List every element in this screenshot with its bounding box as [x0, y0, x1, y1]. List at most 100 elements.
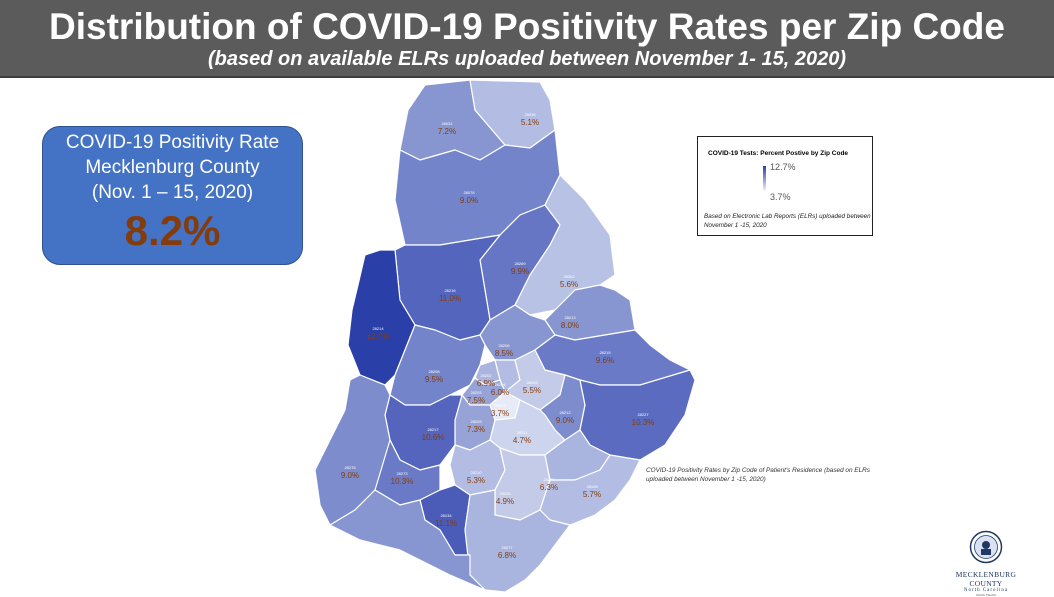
- zip-code-text: 28216: [444, 288, 456, 293]
- zip-code-text: 28217: [427, 427, 439, 432]
- zip-code-text: 28269: [514, 261, 526, 266]
- legend-max-value: 12.7%: [770, 162, 796, 172]
- map-legend: COVID-19 Tests: Percent Postive by Zip C…: [697, 136, 873, 236]
- zip-code-text: 28273: [396, 471, 408, 476]
- zip-label-28269: 28269 9.9%: [495, 261, 545, 277]
- zip-code-text: 28206: [498, 343, 510, 348]
- zip-code-text: 28204: [494, 382, 506, 387]
- zip-rate-text: 5.3%: [466, 476, 486, 485]
- zip-code-text: 28202: [480, 373, 492, 378]
- zip-rate-text: 9.0%: [459, 196, 479, 205]
- zip-code-text: 28208: [428, 369, 440, 374]
- zip-label-28036: 28036 5.1%: [505, 112, 555, 128]
- map-footnote: COVID-19 Positivity Rates by Zip Code of…: [646, 467, 870, 483]
- zip-code-text: 28209: [470, 419, 482, 424]
- zip-area-28262: [514, 174, 616, 316]
- rate-box-line2: Mecklenburg County: [85, 157, 260, 178]
- zip-rate-text: 3.7%: [490, 409, 510, 418]
- zip-label-28209: 28209 7.3%: [451, 419, 501, 435]
- zip-rate-text: 11.1%: [434, 519, 458, 528]
- zip-rate-text: 6.0%: [490, 388, 510, 397]
- zip-rate-text: 8.5%: [494, 349, 514, 358]
- zip-label-28203: 28203 7.5%: [451, 390, 501, 406]
- zip-rate-text: 9.5%: [424, 375, 444, 384]
- zip-label-28216: 28216 11.0%: [425, 288, 475, 304]
- zip-rate-text: 10.6%: [421, 433, 445, 442]
- zip-label-28134: 28134 11.1%: [421, 513, 471, 529]
- zip-code-text: 28134: [440, 513, 452, 518]
- legend-min-value: 3.7%: [770, 192, 791, 202]
- seal-county-name: MECKLENBURG COUNTY: [955, 570, 1017, 588]
- zip-label-28226: 28226 4.9%: [480, 491, 530, 507]
- zip-rate-text: 10.3%: [390, 477, 414, 486]
- zip-rate-text: 5.6%: [559, 280, 579, 289]
- zip-code-text: 28203: [470, 390, 482, 395]
- zip-area-28173: [329, 489, 486, 591]
- zip-label-28214: 28214 12.7%: [353, 326, 403, 342]
- zip-code-text: 28105: [586, 484, 598, 489]
- zip-rate-text: 9.9%: [510, 267, 530, 276]
- zip-rate-text: 6.8%: [497, 551, 517, 560]
- zip-label-28031: 28031 7.2%: [422, 121, 472, 137]
- zip-rate-text: 4.9%: [495, 497, 515, 506]
- zip-code-text: 28214: [372, 326, 384, 331]
- zip-code-text: 28277: [501, 545, 513, 550]
- seal-dept-name: Public Health: [976, 593, 996, 597]
- zip-code-text: 28227: [637, 412, 649, 417]
- zip-code-text: 28212: [559, 410, 571, 415]
- legend-color-ramp: [763, 166, 766, 190]
- zip-label-28206: 28206 8.5%: [479, 343, 529, 359]
- header-banner: Distribution of COVID-19 Positivity Rate…: [0, 0, 1054, 78]
- zip-rate-text: 9.6%: [595, 356, 615, 365]
- page-subtitle: (based on available ELRs uploaded betwee…: [208, 48, 846, 70]
- zip-label-28210: 28210 5.3%: [451, 470, 501, 486]
- zip-rate-text: 9.0%: [555, 416, 575, 425]
- zip-code-text: 28270: [543, 477, 555, 482]
- zip-code-text: 28262: [563, 274, 575, 279]
- zip-label-28208: 28208 9.5%: [409, 369, 459, 385]
- zip-label-28273: 28273 10.3%: [377, 471, 427, 487]
- zip-rate-text: 10.3%: [631, 418, 655, 427]
- zip-label-28262: 28262 5.6%: [544, 274, 594, 290]
- zip-rate-text: 7.2%: [437, 127, 457, 136]
- rate-box-line1: COVID-19 Positivity Rate: [65, 132, 280, 153]
- zip-code-text: 28207: [494, 403, 506, 408]
- zip-rate-text: 5.5%: [522, 386, 542, 395]
- zip-code-text: 28215: [599, 350, 611, 355]
- zip-label-28212: 28212 9.0%: [540, 410, 590, 426]
- zip-rate-text: 12.7%: [366, 332, 390, 341]
- zip-label-28227: 28227 10.3%: [618, 412, 668, 428]
- seal-state-name: North Carolina: [963, 588, 1009, 593]
- zip-code-text: 28211: [516, 430, 528, 435]
- zip-code-text: 28205: [526, 380, 538, 385]
- zip-label-28105: 28105 5.7%: [567, 484, 617, 500]
- zip-rate-text: 7.5%: [466, 396, 486, 405]
- zip-label-28277: 28277 6.8%: [482, 545, 532, 561]
- zip-rate-text: 9.0%: [340, 471, 360, 480]
- zip-rate-text: 4.7%: [512, 436, 532, 445]
- zip-label-28270: 28270 6.3%: [524, 477, 574, 493]
- legend-note: Based on Electronic Lab Reports (ELRs) u…: [704, 213, 871, 229]
- zip-label-28217: 28217 10.6%: [408, 427, 458, 443]
- zip-rate-text: 8.0%: [560, 321, 580, 330]
- zip-label-28213: 28213 8.0%: [545, 315, 595, 331]
- zip-label-28202: 28202 6.9%: [461, 373, 511, 389]
- county-seal-logo: MECKLENBURG COUNTY North Carolina Public…: [940, 530, 1032, 597]
- zip-label-28278: 28278 9.0%: [325, 465, 375, 481]
- zip-label-28215: 28215 9.6%: [580, 350, 630, 366]
- zip-label-28204: 28204 6.0%: [475, 382, 525, 398]
- zip-code-text: 28210: [470, 470, 482, 475]
- zip-code-text: 28226: [499, 491, 511, 496]
- zip-code-text: 28036: [524, 112, 536, 117]
- zip-label-28205: 28205 5.5%: [507, 380, 557, 396]
- zip-rate-text: 5.7%: [582, 490, 602, 499]
- zip-rate-text: 6.9%: [476, 379, 496, 388]
- zip-area-28208: [389, 324, 486, 406]
- zip-rate-text: 7.3%: [466, 425, 486, 434]
- zip-code-text: 28278: [344, 465, 356, 470]
- zip-rate-text: 5.1%: [520, 118, 540, 127]
- zip-rate-text: 6.3%: [539, 483, 559, 492]
- zip-code-text: 28213: [564, 315, 576, 320]
- page-title: Distribution of COVID-19 Positivity Rate…: [49, 6, 1005, 47]
- rate-box-line3: (Nov. 1 – 15, 2020): [91, 182, 254, 203]
